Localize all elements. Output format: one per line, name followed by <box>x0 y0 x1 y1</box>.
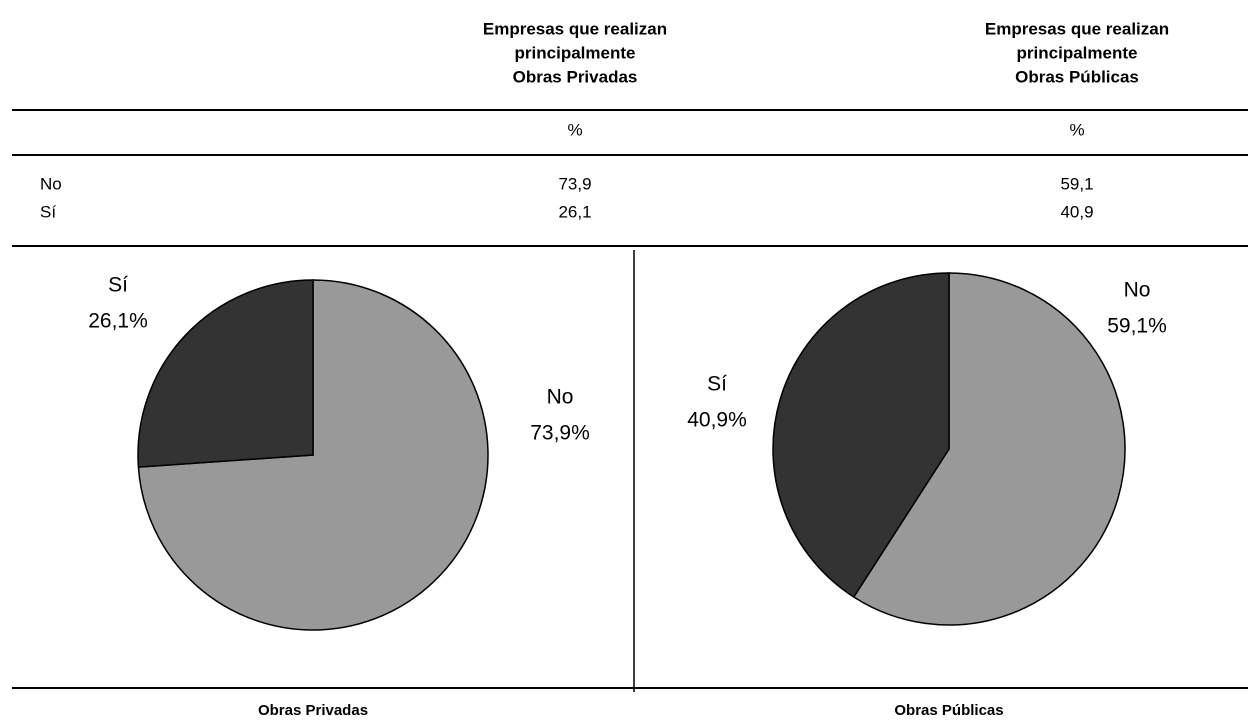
slice-value: 59,1% <box>1107 315 1167 338</box>
column-header: principalmente <box>515 43 636 62</box>
column-header: principalmente <box>1017 43 1138 62</box>
chart-title: Obras Públicas <box>894 702 1003 719</box>
row-label: No <box>40 174 62 193</box>
unit: % <box>1069 120 1084 139</box>
cell: 73,9 <box>558 174 591 193</box>
cell: 59,1 <box>1060 174 1093 193</box>
slice-label: No <box>1124 279 1151 302</box>
row-label: Sí <box>40 202 56 221</box>
cell: 26,1 <box>558 202 591 221</box>
column-header: Empresas que realizan <box>483 19 667 38</box>
column-header: Obras Públicas <box>1015 67 1139 86</box>
pie-slice <box>772 272 950 599</box>
slice-label: No <box>547 386 574 409</box>
slice-value: 73,9% <box>530 422 590 445</box>
column-header: Obras Privadas <box>513 67 638 86</box>
slice-label: Sí <box>707 373 727 396</box>
slice-value: 26,1% <box>88 310 148 333</box>
slice-label: Sí <box>108 274 128 297</box>
unit: % <box>567 120 582 139</box>
pie-slice <box>852 272 1126 626</box>
pie-slice <box>137 279 314 468</box>
cell: 40,9 <box>1060 202 1093 221</box>
chart-title: Obras Privadas <box>258 702 368 719</box>
slice-value: 40,9% <box>687 409 747 432</box>
column-header: Empresas que realizan <box>985 19 1169 38</box>
